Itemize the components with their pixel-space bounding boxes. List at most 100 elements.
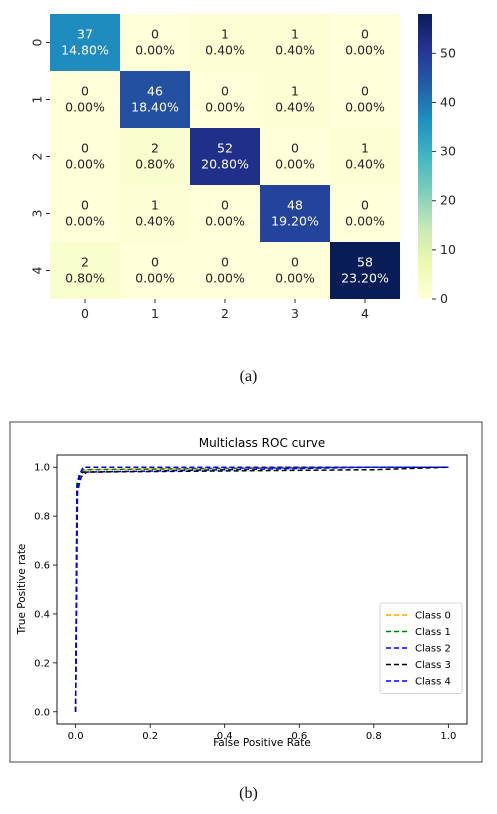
colorbar-tick-label: 0 <box>440 291 448 306</box>
cell-count-label: 0 <box>291 255 299 270</box>
cell-count-label: 0 <box>221 198 229 213</box>
cell-percent-label: 0.00% <box>205 214 245 229</box>
heatmap-cell <box>190 128 260 185</box>
colorbar-tick-label: 50 <box>440 45 456 60</box>
x-tick-label: 4 <box>361 306 369 321</box>
roc-legend-label: Class 2 <box>415 644 451 655</box>
heatmap-cell <box>190 242 260 299</box>
cell-percent-label: 0.00% <box>275 271 315 286</box>
cell-percent-label: 0.00% <box>345 214 385 229</box>
roc-legend-label: Class 4 <box>415 677 451 688</box>
cell-percent-label: 0.00% <box>205 271 245 286</box>
roc-curve-chart: Multiclass ROC curve False Positive Rate… <box>9 421 483 763</box>
cell-count-label: 52 <box>217 141 233 156</box>
roc-x-tick-label: 0.6 <box>291 731 307 742</box>
roc-x-tick-label: 0.8 <box>366 731 382 742</box>
cell-count-label: 0 <box>221 84 229 99</box>
roc-legend-label: Class 0 <box>415 611 451 622</box>
roc-y-tick-label: 0.2 <box>34 658 50 669</box>
cell-percent-label: 0.40% <box>205 43 245 58</box>
roc-legend: Class 0 Class 1 Class 2 Class 3 Class 4 <box>379 602 463 694</box>
cell-percent-label: 0.80% <box>65 271 105 286</box>
cell-percent-label: 0.00% <box>135 271 175 286</box>
cell-percent-label: 0.40% <box>275 100 315 115</box>
heatmap-cell <box>330 71 400 128</box>
cell-count-label: 0 <box>81 141 89 156</box>
caption-b: (b) <box>239 785 258 802</box>
heatmap-cell <box>50 242 120 299</box>
cell-percent-label: 0.80% <box>135 157 175 172</box>
confusion-matrix-heatmap: 3714.80%00.00%10.40%10.40%00.00%00.00%46… <box>29 14 456 321</box>
roc-title: Multiclass ROC curve <box>199 436 326 450</box>
roc-x-tick-label: 0.2 <box>142 731 158 742</box>
heatmap-cell <box>260 185 330 242</box>
roc-y-tick-label: 0.8 <box>34 512 50 523</box>
roc-series-line <box>74 466 449 712</box>
heatmap-cell <box>260 242 330 299</box>
colorbar-tick-label: 30 <box>440 144 456 159</box>
cell-count-label: 0 <box>221 255 229 270</box>
cell-count-label: 0 <box>81 198 89 213</box>
heatmap-cell <box>260 14 330 71</box>
heatmap-cell <box>120 185 190 242</box>
cell-count-label: 37 <box>77 27 93 42</box>
cell-percent-label: 18.40% <box>131 100 179 115</box>
roc-x-axis-label: False Positive Rate <box>213 737 311 749</box>
y-tick-label: 1 <box>29 96 44 104</box>
cell-count-label: 0 <box>81 84 89 99</box>
roc-y-axis-label: True Positive rate <box>16 544 28 636</box>
x-tick-label: 2 <box>221 306 229 321</box>
roc-legend-label: Class 1 <box>415 627 451 638</box>
heatmap-cell <box>260 128 330 185</box>
heatmap-cell <box>260 71 330 128</box>
x-tick-label: 1 <box>151 306 159 321</box>
cell-percent-label: 0.40% <box>275 43 315 58</box>
heatmap-cell <box>190 14 260 71</box>
cell-count-label: 0 <box>151 255 159 270</box>
caption-a: (a) <box>239 368 258 385</box>
cell-percent-label: 14.80% <box>61 43 109 58</box>
cell-count-label: 0 <box>361 198 369 213</box>
roc-y-tick-label: 0.4 <box>34 609 50 620</box>
cell-count-label: 1 <box>291 84 299 99</box>
cell-count-label: 1 <box>291 27 299 42</box>
cell-count-label: 1 <box>221 27 229 42</box>
heatmap-cell <box>50 71 120 128</box>
cell-count-label: 1 <box>361 141 369 156</box>
cell-percent-label: 0.00% <box>275 157 315 172</box>
heatmap-cell <box>330 14 400 71</box>
cell-count-label: 46 <box>147 84 163 99</box>
cell-percent-label: 0.40% <box>345 157 385 172</box>
cell-percent-label: 0.00% <box>345 100 385 115</box>
cell-percent-label: 0.00% <box>135 43 175 58</box>
roc-y-tick-label: 0.0 <box>34 707 50 718</box>
heatmap-cell <box>120 128 190 185</box>
x-tick-label: 3 <box>291 306 299 321</box>
cell-percent-label: 0.00% <box>65 100 105 115</box>
cell-count-label: 0 <box>361 27 369 42</box>
cell-count-label: 0 <box>151 27 159 42</box>
heatmap-cell <box>50 14 120 71</box>
cell-count-label: 58 <box>357 255 373 270</box>
roc-y-tick-label: 1.0 <box>34 463 50 474</box>
colorbar-tick-label: 10 <box>440 242 456 257</box>
heatmap-cell <box>120 14 190 71</box>
x-tick-label: 0 <box>81 306 89 321</box>
cell-percent-label: 0.40% <box>135 214 175 229</box>
cell-percent-label: 0.00% <box>205 100 245 115</box>
colorbar-tick-label: 20 <box>440 193 456 208</box>
y-tick-label: 0 <box>29 38 44 46</box>
cell-count-label: 2 <box>81 255 89 270</box>
cell-count-label: 0 <box>291 141 299 156</box>
colorbar <box>418 14 432 299</box>
cell-percent-label: 0.00% <box>65 157 105 172</box>
cell-percent-label: 19.20% <box>271 214 319 229</box>
y-tick-label: 2 <box>29 153 44 161</box>
heatmap-cell <box>190 185 260 242</box>
heatmap-cell <box>120 71 190 128</box>
heatmap-cell <box>120 242 190 299</box>
heatmap-cell <box>330 128 400 185</box>
heatmap-cell <box>330 242 400 299</box>
cell-count-label: 2 <box>151 141 159 156</box>
y-tick-label: 4 <box>29 266 44 274</box>
